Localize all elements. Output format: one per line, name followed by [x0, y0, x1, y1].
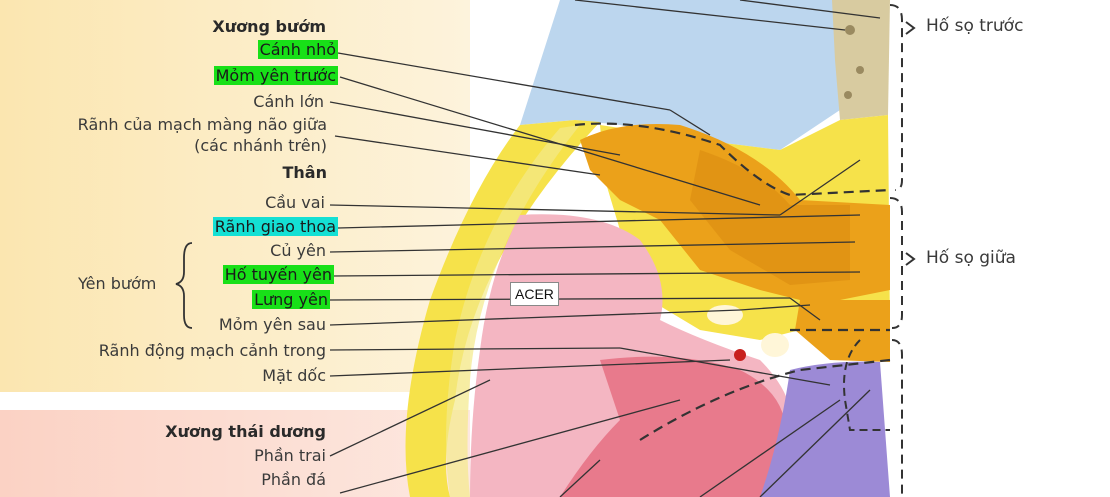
bone-dot — [845, 25, 855, 35]
label-ranh-giao-thoa: Rãnh giao thoa — [212, 217, 338, 237]
label-xuong-buom: Xương bướm — [212, 17, 326, 36]
brace-tip — [905, 21, 916, 35]
occipital-region — [760, 361, 890, 497]
label-ranh-mach-2: (các nhánh trên) — [194, 136, 327, 155]
brace-middle — [889, 197, 903, 329]
label-canh-lon: Cánh lớn — [253, 92, 324, 111]
fossa-boundary — [639, 358, 891, 441]
label-panel-lower — [0, 410, 470, 497]
brace-tip — [905, 252, 916, 266]
label-xuong-thai-duong: Xương thái dương — [165, 422, 326, 441]
label-phan-da: Phần đá — [261, 470, 326, 489]
red-spot — [734, 349, 746, 361]
label-cau-vai: Cầu vai — [265, 193, 325, 212]
label-phan-trai: Phần trai — [254, 446, 326, 465]
frontal-region — [520, 0, 855, 150]
highlight-ranh-giao-thoa: Rãnh giao thoa — [212, 217, 338, 236]
bone-dot — [856, 66, 864, 74]
bone-dot — [844, 91, 852, 99]
label-ho-tuyen-yen: Hố tuyến yên — [222, 265, 334, 285]
foramen — [707, 305, 743, 325]
brace-anterior — [889, 4, 903, 191]
label-mat-doc: Mặt dốc — [262, 366, 326, 385]
label-cu-yen: Củ yên — [270, 241, 326, 260]
highlight-mom-yen-truoc: Mỏm yên trước — [213, 66, 338, 85]
label-ranh-mach-1: Rãnh của mạch màng não giữa — [77, 115, 327, 134]
label-ranh-dong-mach: Rãnh động mạch cảnh trong — [98, 341, 326, 360]
sella-brace — [175, 242, 193, 329]
highlight-ho-tuyen-yen: Hố tuyến yên — [222, 265, 334, 284]
label-yen-buom: Yên bướm — [78, 274, 157, 293]
label-mom-yen-truoc: Mỏm yên trước — [213, 66, 338, 86]
acer-watermark: ACER — [510, 282, 559, 306]
brace-posterior — [891, 339, 903, 497]
leader-lines — [329, 0, 881, 497]
label-lung-yen: Lưng yên — [252, 290, 330, 310]
label-ho-so-truoc: Hố sọ trước — [926, 16, 1024, 36]
right-background — [895, 0, 1110, 497]
fossa-boundary — [843, 339, 890, 431]
label-panel-upper — [0, 0, 470, 392]
label-ho-so-giua: Hố sọ giữa — [926, 248, 1016, 268]
temporal-petrous — [560, 356, 786, 497]
foramen-2 — [761, 333, 789, 357]
highlight-canh-nho: Cánh nhỏ — [257, 40, 338, 59]
highlight-lung-yen: Lưng yên — [252, 290, 330, 309]
crista-strip — [832, 0, 890, 120]
fossa-boundary — [574, 122, 891, 197]
label-canh-nho: Cánh nhỏ — [257, 40, 338, 60]
label-mom-yen-sau: Mỏm yên sau — [218, 315, 326, 334]
label-than: Thân — [282, 163, 328, 182]
